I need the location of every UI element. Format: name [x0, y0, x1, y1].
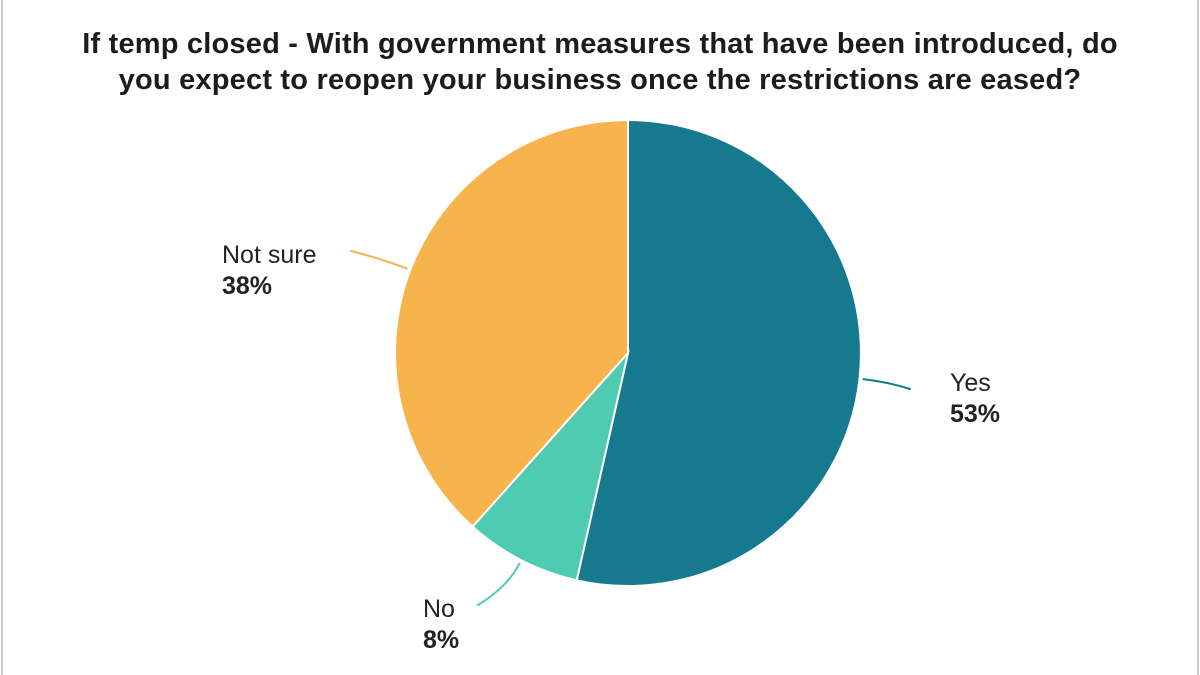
pie-slice-yes	[575, 118, 862, 587]
leader-line-yes	[862, 378, 911, 390]
pie-slice-no	[471, 349, 630, 582]
slice-name-no: No	[423, 595, 455, 623]
leader-line-no	[477, 562, 521, 606]
slice-name-not-sure: Not sure	[222, 241, 317, 269]
slice-percent-yes: 53%	[950, 399, 1001, 428]
slice-percent-not-sure: 38%	[222, 271, 273, 300]
leader-line-not-sure	[350, 250, 408, 270]
slice-name-yes: Yes	[950, 369, 991, 397]
slice-label-no: No 8%	[423, 594, 459, 655]
chart-title: If temp closed - With government measure…	[82, 28, 1118, 97]
slice-label-yes: Yes 53%	[950, 368, 1000, 429]
slice-label-not-sure: Not sure 38%	[222, 240, 316, 301]
slide-edge-left	[1, 0, 3, 675]
slide-edge-right	[1197, 0, 1199, 675]
pie-slice-not-sure	[394, 118, 629, 529]
slice-percent-no: 8%	[423, 625, 460, 654]
